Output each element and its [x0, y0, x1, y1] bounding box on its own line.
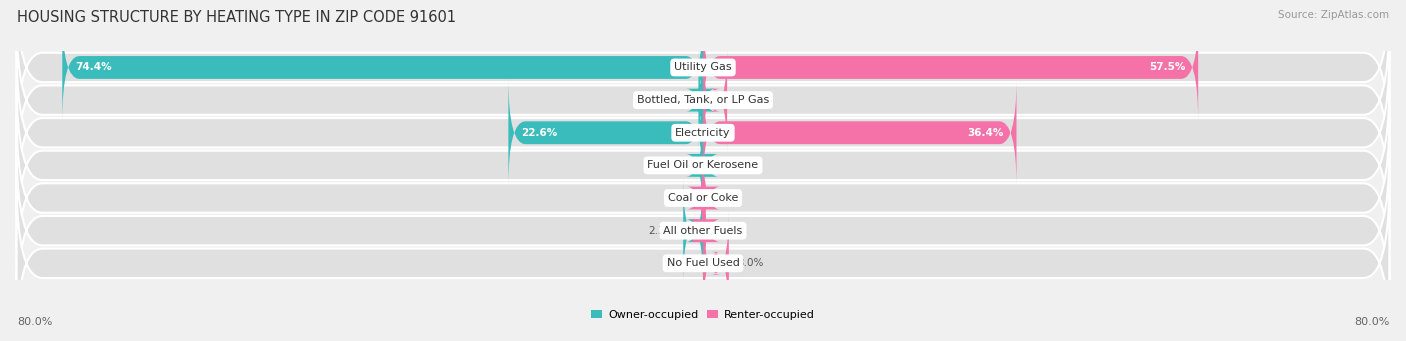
Text: Fuel Oil or Kerosene: Fuel Oil or Kerosene	[647, 160, 759, 170]
FancyBboxPatch shape	[703, 46, 727, 154]
FancyBboxPatch shape	[703, 79, 1017, 187]
Text: HOUSING STRUCTURE BY HEATING TYPE IN ZIP CODE 91601: HOUSING STRUCTURE BY HEATING TYPE IN ZIP…	[17, 10, 456, 25]
FancyBboxPatch shape	[703, 14, 1198, 121]
FancyBboxPatch shape	[62, 14, 703, 121]
FancyBboxPatch shape	[686, 144, 720, 252]
Text: All other Fuels: All other Fuels	[664, 226, 742, 236]
FancyBboxPatch shape	[17, 82, 1389, 249]
Text: 0.1%: 0.1%	[713, 193, 738, 203]
Text: 0.53%: 0.53%	[657, 95, 690, 105]
FancyBboxPatch shape	[686, 46, 716, 154]
Text: 74.4%: 74.4%	[75, 62, 112, 73]
Text: 22.6%: 22.6%	[522, 128, 558, 138]
Text: Source: ZipAtlas.com: Source: ZipAtlas.com	[1278, 10, 1389, 20]
FancyBboxPatch shape	[17, 180, 1389, 341]
FancyBboxPatch shape	[509, 79, 703, 187]
Text: 0.0%: 0.0%	[664, 258, 690, 268]
Text: 57.5%: 57.5%	[1149, 62, 1185, 73]
FancyBboxPatch shape	[17, 0, 1389, 151]
Text: 0.2%: 0.2%	[666, 160, 693, 170]
Legend: Owner-occupied, Renter-occupied: Owner-occupied, Renter-occupied	[586, 305, 820, 324]
FancyBboxPatch shape	[689, 177, 720, 284]
Text: 80.0%: 80.0%	[1354, 317, 1389, 327]
Text: Coal or Coke: Coal or Coke	[668, 193, 738, 203]
Text: 80.0%: 80.0%	[17, 317, 52, 327]
Text: 0.0%: 0.0%	[664, 193, 690, 203]
FancyBboxPatch shape	[17, 17, 1389, 183]
Text: 2.3%: 2.3%	[648, 226, 675, 236]
FancyBboxPatch shape	[17, 115, 1389, 281]
Text: 0.0%: 0.0%	[716, 160, 742, 170]
Text: 3.0%: 3.0%	[738, 258, 763, 268]
Text: Utility Gas: Utility Gas	[675, 62, 731, 73]
FancyBboxPatch shape	[17, 147, 1389, 314]
Text: No Fuel Used: No Fuel Used	[666, 258, 740, 268]
FancyBboxPatch shape	[686, 112, 718, 219]
FancyBboxPatch shape	[17, 49, 1389, 216]
FancyBboxPatch shape	[703, 209, 728, 317]
FancyBboxPatch shape	[683, 177, 703, 284]
Text: 0.3%: 0.3%	[714, 226, 741, 236]
Text: Electricity: Electricity	[675, 128, 731, 138]
Text: 2.8%: 2.8%	[735, 95, 762, 105]
Text: Bottled, Tank, or LP Gas: Bottled, Tank, or LP Gas	[637, 95, 769, 105]
Text: 36.4%: 36.4%	[967, 128, 1004, 138]
